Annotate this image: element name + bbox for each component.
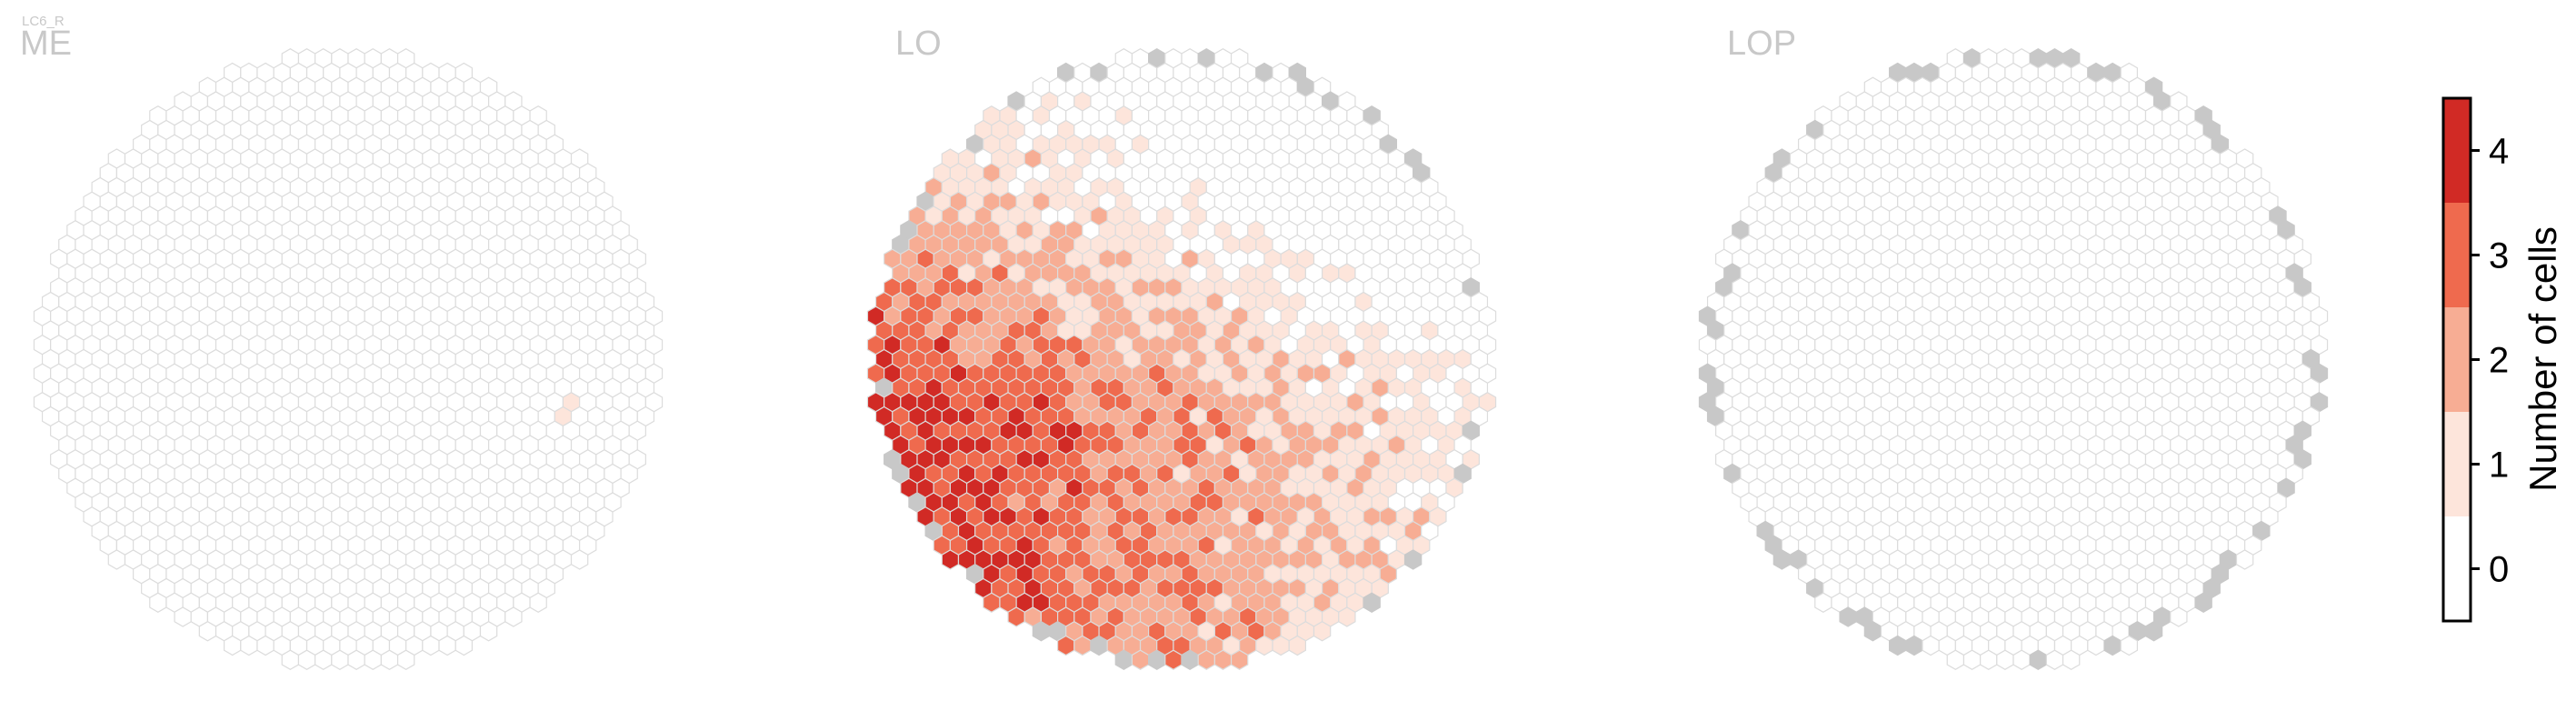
hex-cell [438, 635, 456, 656]
hex-cell [1148, 649, 1166, 670]
hex-cell [1772, 549, 1792, 570]
colorbar-tick-label: 2 [2489, 341, 2509, 381]
hex-cell [1922, 635, 1940, 656]
panels: ME LO LOP [20, 25, 2329, 670]
panel-me: ME [20, 25, 664, 670]
hex-cell [1980, 649, 1998, 670]
colorbar-axis-label: Number of cells [2521, 226, 2564, 492]
colorbar-tick-label: 3 [2489, 236, 2509, 276]
hex-cell [570, 549, 589, 570]
hex-cell [1288, 635, 1306, 656]
hex-cell [380, 649, 399, 670]
hex-cell [107, 549, 126, 570]
hex-cell [1114, 649, 1133, 670]
hex-cell [281, 649, 300, 670]
hex-cell [1073, 635, 1092, 656]
hex-cell [2012, 649, 2031, 670]
hex-cell [1889, 635, 1907, 656]
hex-cell [2045, 649, 2064, 670]
hex-cell [149, 592, 167, 613]
hex-cell [1230, 649, 1249, 670]
hex-cell [1057, 635, 1075, 656]
hex-cell [1338, 606, 1356, 627]
hex-cell [504, 606, 523, 627]
hex-cell [1905, 635, 1923, 656]
hex-cell [256, 635, 275, 656]
hex-cell [1403, 549, 1423, 570]
panel-title: ME [20, 25, 72, 63]
hex-cell [174, 606, 192, 627]
hex-cell [2235, 549, 2254, 570]
hex-cell [2062, 649, 2081, 670]
colorbar-tick-label: 4 [2489, 132, 2509, 172]
colorbar-block [2443, 516, 2471, 621]
panel-title: LOP [1727, 25, 1796, 63]
hex-cell [1814, 592, 1832, 613]
panel-lop: LOP [1698, 25, 2329, 670]
hex-cell [396, 649, 415, 670]
hex-cell [529, 592, 547, 613]
hex-cell [347, 649, 365, 670]
hex-cell [1131, 649, 1150, 670]
hex-cell [1946, 649, 1965, 670]
hex-cell [1996, 649, 2014, 670]
hex-cell [240, 635, 258, 656]
panel-title: LO [895, 25, 942, 63]
hex-cell [1363, 592, 1381, 613]
hex-cell [1839, 606, 1857, 627]
hex-cell [1272, 635, 1290, 656]
colorbar: 0 1 2 3 4 Number of cells [2441, 96, 2564, 623]
colorbar-tick-label: 1 [2489, 446, 2509, 486]
hex-cell [1181, 649, 1199, 670]
hex-cell [331, 649, 349, 670]
colorbar-block [2443, 307, 2471, 412]
colorbar-block [2443, 98, 2471, 203]
hex-cell [224, 635, 242, 656]
hex-cell [1032, 621, 1051, 642]
hex-cell [1863, 621, 1882, 642]
hex-cell [198, 621, 217, 642]
hex-cell [1164, 649, 1183, 670]
hex-cell [1962, 649, 1982, 670]
hex-cell [1007, 606, 1025, 627]
hex-cell [297, 649, 316, 670]
hex-cell [1213, 649, 1233, 670]
hex-cell [2120, 635, 2138, 656]
hex-cell [422, 635, 440, 656]
hex-cell [2194, 592, 2212, 613]
colorbar-tick-label: 0 [2489, 550, 2509, 590]
hex-cell [2029, 649, 2047, 670]
hex-cell [1090, 635, 1108, 656]
hex-cell [2103, 635, 2122, 656]
hex-cell [2170, 606, 2188, 627]
hex-cell [479, 621, 498, 642]
hex-cell [315, 649, 333, 670]
hex-cell [2087, 635, 2105, 656]
hex-cell [454, 635, 473, 656]
colorbar-block [2443, 203, 2471, 307]
colorbar-blocks [2443, 98, 2471, 621]
panel-lo: LO [866, 25, 1497, 670]
hex-cell [1255, 635, 1273, 656]
hex-cell [2144, 621, 2163, 642]
hex-cell [941, 549, 960, 570]
hex-cell [364, 649, 382, 670]
hex-cell [1313, 621, 1332, 642]
cell-type-label: LC6_R [22, 14, 65, 29]
colorbar-block [2443, 412, 2471, 516]
hex-cell [1197, 649, 1215, 670]
hex-cell [983, 592, 1001, 613]
colorbar-ticks: 0 1 2 3 4 [2471, 132, 2509, 590]
